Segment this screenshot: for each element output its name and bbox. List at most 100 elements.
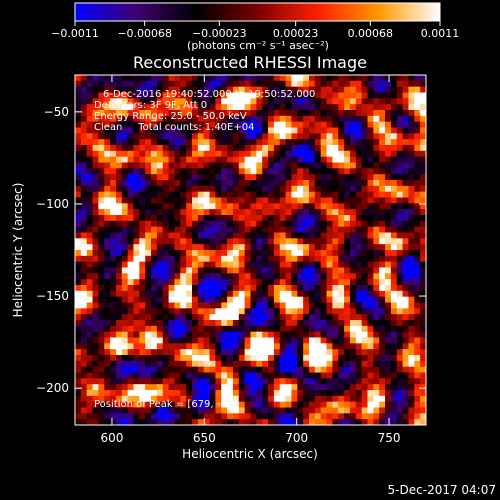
heatmap-cell: [110, 337, 117, 344]
heatmap-cell: [273, 407, 281, 414]
heatmap-cell: [291, 86, 298, 93]
heatmap-cell: [98, 250, 105, 257]
heatmap-cell: [250, 267, 257, 274]
heatmap-cell: [174, 203, 181, 210]
heatmap-cell: [209, 308, 216, 315]
heatmap-cell: [408, 273, 415, 280]
heatmap-cell: [373, 407, 380, 414]
heatmap-cell: [92, 133, 99, 140]
heatmap-cell: [314, 185, 321, 192]
heatmap-cell: [115, 244, 123, 251]
heatmap-cell: [197, 220, 204, 227]
heatmap-cell: [338, 331, 345, 338]
heatmap-cell: [104, 145, 111, 152]
heatmap-cell: [408, 215, 415, 222]
heatmap-cell: [256, 156, 263, 163]
heatmap-cell: [232, 378, 240, 385]
heatmap-cell: [273, 273, 281, 280]
heatmap-cell: [355, 250, 362, 257]
heatmap-cell: [104, 314, 111, 321]
heatmap-cell: [367, 419, 374, 426]
heatmap-cell: [221, 250, 228, 257]
heatmap-cell: [121, 174, 128, 181]
heatmap-cell: [121, 395, 128, 402]
heatmap-cell: [192, 191, 199, 198]
heatmap-cell: [86, 197, 93, 204]
heatmap-cell: [86, 267, 93, 274]
heatmap-cell: [232, 226, 240, 233]
heatmap-cell: [338, 168, 345, 175]
heatmap-cell: [127, 180, 134, 187]
heatmap-cell: [309, 343, 316, 350]
heatmap-cell: [332, 285, 339, 292]
heatmap-cell: [303, 390, 310, 397]
heatmap-cell: [349, 337, 357, 344]
heatmap-cell: [279, 232, 286, 239]
heatmap-cell: [174, 372, 181, 379]
heatmap-cell: [332, 191, 339, 198]
heatmap-cell: [402, 279, 409, 286]
heatmap-cell: [75, 168, 82, 175]
heatmap-cell: [262, 378, 269, 385]
heatmap-cell: [139, 75, 146, 82]
heatmap-cell: [121, 115, 128, 122]
heatmap-cell: [320, 197, 327, 204]
heatmap-cell: [291, 220, 298, 227]
heatmap-cell: [98, 337, 105, 344]
heatmap-cell: [262, 220, 269, 227]
heatmap-cell: [244, 168, 251, 175]
heatmap-cell: [367, 168, 374, 175]
heatmap-cell: [215, 92, 222, 99]
heatmap-cell: [344, 401, 351, 408]
heatmap-cell: [133, 343, 140, 350]
heatmap-cell: [145, 290, 152, 297]
heatmap-cell: [349, 308, 357, 315]
heatmap-cell: [197, 244, 204, 251]
heatmap-cell: [285, 302, 292, 309]
heatmap-cell: [104, 390, 111, 397]
heatmap-cell: [244, 180, 251, 187]
heatmap-cell: [86, 110, 93, 117]
heatmap-cell: [367, 384, 374, 391]
heatmap-cell: [250, 174, 257, 181]
heatmap-cell: [127, 395, 134, 402]
heatmap-cell: [174, 139, 181, 146]
heatmap-cell: [279, 162, 286, 169]
heatmap-cell: [303, 133, 310, 140]
heatmap-cell: [215, 372, 222, 379]
heatmap-cell: [420, 308, 427, 315]
heatmap-cell: [127, 133, 134, 140]
heatmap-cell: [367, 98, 374, 105]
heatmap-cell: [355, 290, 362, 297]
heatmap-cell: [186, 355, 193, 362]
heatmap-cell: [156, 273, 164, 280]
heatmap-cell: [121, 145, 128, 152]
heatmap-cell: [156, 320, 164, 327]
heatmap-cell: [92, 255, 99, 262]
heatmap-cell: [355, 150, 362, 157]
heatmap-cell: [215, 156, 222, 163]
heatmap-cell: [338, 238, 345, 245]
heatmap-cell: [297, 250, 304, 257]
heatmap-cell: [186, 191, 193, 198]
heatmap-cell: [80, 337, 87, 344]
heatmap-cell: [186, 401, 193, 408]
heatmap-cell: [104, 407, 111, 414]
heatmap-cell: [80, 156, 87, 163]
heatmap-cell: [396, 203, 403, 210]
heatmap-cell: [379, 244, 386, 251]
heatmap-cell: [115, 308, 123, 315]
heatmap-cell: [367, 209, 374, 216]
heatmap-cell: [168, 80, 175, 87]
heatmap-cell: [162, 255, 169, 262]
heatmap-cell: [314, 110, 321, 117]
heatmap-cell: [75, 302, 82, 309]
heatmap-cell: [420, 162, 427, 169]
heatmap-cell: [104, 285, 111, 292]
heatmap-cell: [291, 226, 298, 233]
heatmap-cell: [367, 139, 374, 146]
heatmap-cell: [390, 110, 398, 117]
heatmap-cell: [373, 349, 380, 356]
heatmap-cell: [373, 419, 380, 426]
heatmap-cell: [168, 244, 175, 251]
